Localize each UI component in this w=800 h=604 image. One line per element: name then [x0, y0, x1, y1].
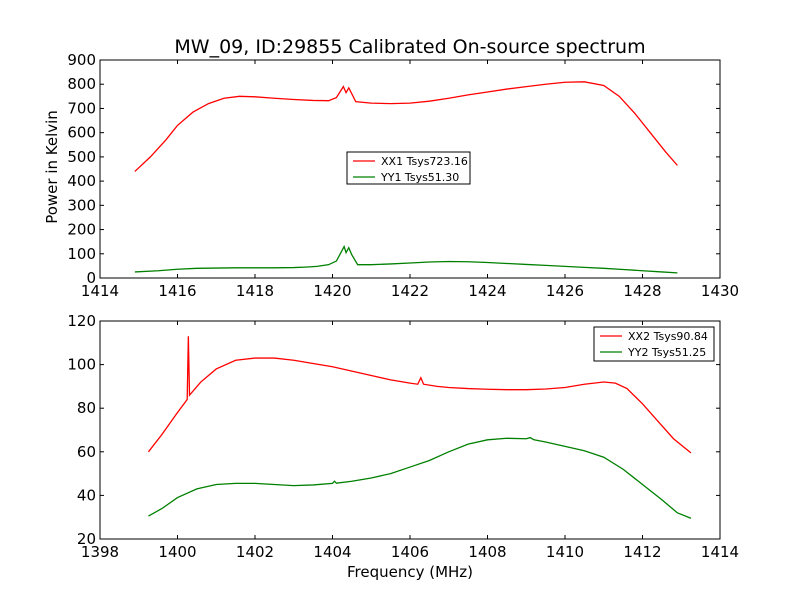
legend-label: XX2 Tsys90.84: [628, 330, 708, 343]
series-line-yy: [134, 244, 678, 274]
y-tick-label: 200: [67, 221, 96, 239]
y-tick-label: 700: [67, 99, 96, 117]
x-tick-label: 1412: [623, 543, 661, 561]
y-tick-label: 400: [67, 172, 96, 190]
bottom-plot: 1398 1400 1402 1404 1406 1408 1410 1412 1414 20 40…: [67, 312, 739, 561]
y-tick-label: 800: [67, 75, 96, 93]
x-tick-label: 1410: [546, 543, 584, 561]
x-tick-label: 1408: [468, 543, 506, 561]
x-tick-label: 1428: [623, 282, 661, 300]
x-tick-label: 1404: [313, 543, 351, 561]
x-tick-label: 1422: [391, 282, 429, 300]
legend-label: XX1 Tsys723.16: [381, 155, 468, 168]
x-tick-label: 1400: [158, 543, 196, 561]
y-tick-label: 500: [67, 148, 96, 166]
legend-label: YY1 Tsys51.30: [380, 171, 459, 184]
y-tick-label: 900: [67, 51, 96, 69]
series-line-xx: [134, 81, 678, 172]
y-tick-label: 600: [67, 124, 96, 142]
x-tick-label: 1418: [236, 282, 274, 300]
x-tick-label: 1398: [81, 543, 119, 561]
y-tick-label: 100: [67, 245, 96, 263]
x-tick-label: 1406: [391, 543, 429, 561]
x-tick-label: 1414: [81, 282, 119, 300]
y-axis-label: Power in Kelvin: [43, 110, 61, 224]
y-tick-label: 20: [77, 530, 96, 548]
x-tick-label: 1424: [468, 282, 506, 300]
y-tick-label: 40: [77, 486, 96, 504]
top-plot: 1414 1416 1418 1420 1422 1424 1426 1428 1430 0 100…: [67, 51, 739, 300]
x-axis-label: Frequency (MHz): [347, 563, 473, 581]
legend-label: YY2 Tsys51.25: [627, 346, 706, 359]
x-tick-label: 1416: [158, 282, 196, 300]
y-tick-label: 80: [77, 399, 96, 417]
legend-box: [593, 326, 715, 362]
legend-box: [346, 151, 471, 185]
series-line-yy: [148, 436, 692, 519]
series-line-xx: [147, 336, 692, 454]
y-tick-label: 120: [67, 312, 96, 330]
chart-title: MW_09, ID:29855 Calibrated On-source spe…: [174, 36, 645, 58]
y-tick-label: 60: [77, 443, 96, 461]
y-tick-label: 0: [86, 269, 96, 287]
x-tick-label: 1414: [701, 543, 739, 561]
x-tick-label: 1430: [701, 282, 739, 300]
y-tick-label: 300: [67, 196, 96, 214]
y-tick-label: 100: [67, 356, 96, 374]
x-tick-label: 1420: [313, 282, 351, 300]
x-tick-label: 1402: [236, 543, 274, 561]
x-tick-label: 1426: [546, 282, 584, 300]
